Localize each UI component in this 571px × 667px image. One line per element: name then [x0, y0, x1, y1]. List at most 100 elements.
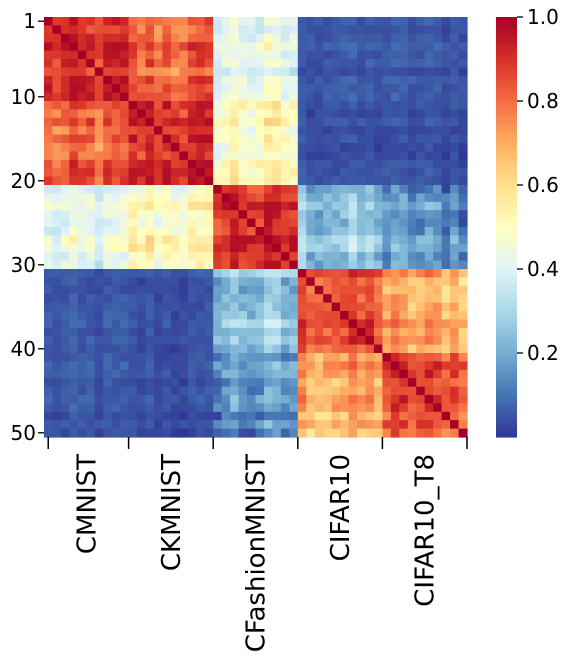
- heatmap-cell: [450, 67, 460, 77]
- heatmap-cell: [179, 361, 189, 371]
- heatmap-cell: [365, 386, 375, 396]
- heatmap-cell: [145, 101, 155, 110]
- heatmap-cell: [103, 134, 113, 144]
- heatmap-cell: [221, 42, 231, 52]
- heatmap-cell: [230, 67, 240, 77]
- heatmap-cell: [213, 210, 223, 220]
- heatmap-cell: [94, 403, 104, 413]
- heatmap-cell: [179, 243, 189, 253]
- heatmap-cell: [153, 50, 164, 60]
- heatmap-cell: [441, 369, 451, 379]
- heatmap-cell: [407, 151, 417, 161]
- colorbar-segment: [496, 180, 517, 186]
- heatmap-cell: [399, 218, 409, 228]
- heatmap-cell: [331, 210, 341, 220]
- heatmap-cell: [153, 168, 164, 178]
- heatmap-cell: [52, 151, 62, 161]
- heatmap-cell: [263, 201, 274, 211]
- heatmap-cell: [69, 42, 79, 52]
- heatmap-cell: [263, 151, 274, 161]
- heatmap-cell: [77, 403, 87, 413]
- heatmap-cell: [373, 361, 383, 371]
- heatmap-cell: [213, 428, 223, 438]
- heatmap-cell: [382, 159, 392, 169]
- heatmap-cell: [128, 336, 138, 346]
- heatmap-cell: [52, 168, 62, 178]
- heatmap-cell: [458, 428, 468, 438]
- heatmap-cell: [416, 294, 426, 304]
- heatmap-cell: [52, 218, 62, 228]
- heatmap-cell: [390, 353, 400, 362]
- heatmap-cell: [255, 59, 265, 68]
- heatmap-cell: [306, 201, 316, 211]
- heatmap-cell: [247, 101, 257, 110]
- heatmap-cell: [86, 361, 96, 371]
- heatmap-cell: [230, 210, 240, 220]
- heatmap-cell: [382, 210, 392, 220]
- heatmap-cell: [247, 403, 257, 413]
- heatmap-cell: [390, 277, 400, 287]
- heatmap-cell: [137, 269, 147, 278]
- heatmap-cell: [340, 411, 350, 421]
- heatmap-cell: [213, 403, 223, 413]
- heatmap-cell: [255, 134, 265, 144]
- heatmap-cell: [94, 176, 104, 186]
- heatmap-cell: [247, 344, 257, 354]
- heatmap-cell: [213, 302, 223, 312]
- heatmap-cell: [441, 243, 451, 253]
- heatmap-cell: [145, 294, 155, 304]
- heatmap-cell: [111, 151, 121, 161]
- colorbar-segment: [496, 227, 517, 232]
- heatmap-cell: [314, 92, 324, 102]
- heatmap-cell: [128, 386, 138, 396]
- heatmap-cell: [424, 50, 434, 60]
- heatmap-cell: [433, 67, 443, 77]
- heatmap-cell: [162, 25, 172, 35]
- heatmap-cell: [450, 193, 460, 203]
- heatmap-cell: [170, 59, 180, 68]
- heatmap-cell: [297, 151, 307, 161]
- heatmap-cell: [323, 420, 333, 430]
- heatmap-cell: [213, 285, 223, 295]
- heatmap-cell: [433, 369, 443, 379]
- heatmap-cell: [179, 369, 189, 379]
- heatmap-cell: [331, 42, 341, 52]
- heatmap-cell: [263, 134, 274, 144]
- heatmap-cell: [331, 311, 341, 320]
- heatmap-cell: [323, 285, 333, 295]
- heatmap-cell: [103, 84, 113, 94]
- colorbar-segment: [496, 143, 517, 148]
- heatmap-cell: [433, 395, 443, 404]
- heatmap-cell: [458, 386, 468, 396]
- heatmap-cell: [340, 168, 350, 178]
- heatmap-cell: [196, 294, 206, 304]
- heatmap-cell: [348, 327, 358, 337]
- heatmap-cell: [390, 319, 400, 329]
- heatmap-cell: [340, 25, 350, 35]
- heatmap-cell: [416, 395, 426, 404]
- heatmap-cell: [357, 151, 367, 161]
- heatmap-cell: [441, 25, 451, 35]
- heatmap-cell: [86, 336, 96, 346]
- heatmap-cell: [365, 294, 375, 304]
- heatmap-cell: [94, 327, 104, 337]
- heatmap-cell: [145, 134, 155, 144]
- heatmap-cell: [213, 336, 223, 346]
- heatmap-cell: [52, 126, 62, 136]
- heatmap-cell: [272, 210, 282, 220]
- heatmap-cell: [221, 84, 231, 94]
- heatmap-cell: [221, 294, 231, 304]
- heatmap-cell: [170, 260, 180, 270]
- heatmap-cell: [69, 294, 79, 304]
- heatmap-cell: [187, 185, 197, 194]
- heatmap-cell: [424, 386, 434, 396]
- heatmap-cell: [238, 403, 248, 413]
- heatmap-cell: [382, 361, 392, 371]
- heatmap-cell: [450, 344, 460, 354]
- heatmap-cell: [373, 25, 383, 35]
- heatmap-cell: [323, 134, 333, 144]
- heatmap-cell: [162, 227, 172, 236]
- heatmap-cell: [365, 302, 375, 312]
- heatmap-cell: [111, 92, 121, 102]
- heatmap-cell: [69, 50, 79, 60]
